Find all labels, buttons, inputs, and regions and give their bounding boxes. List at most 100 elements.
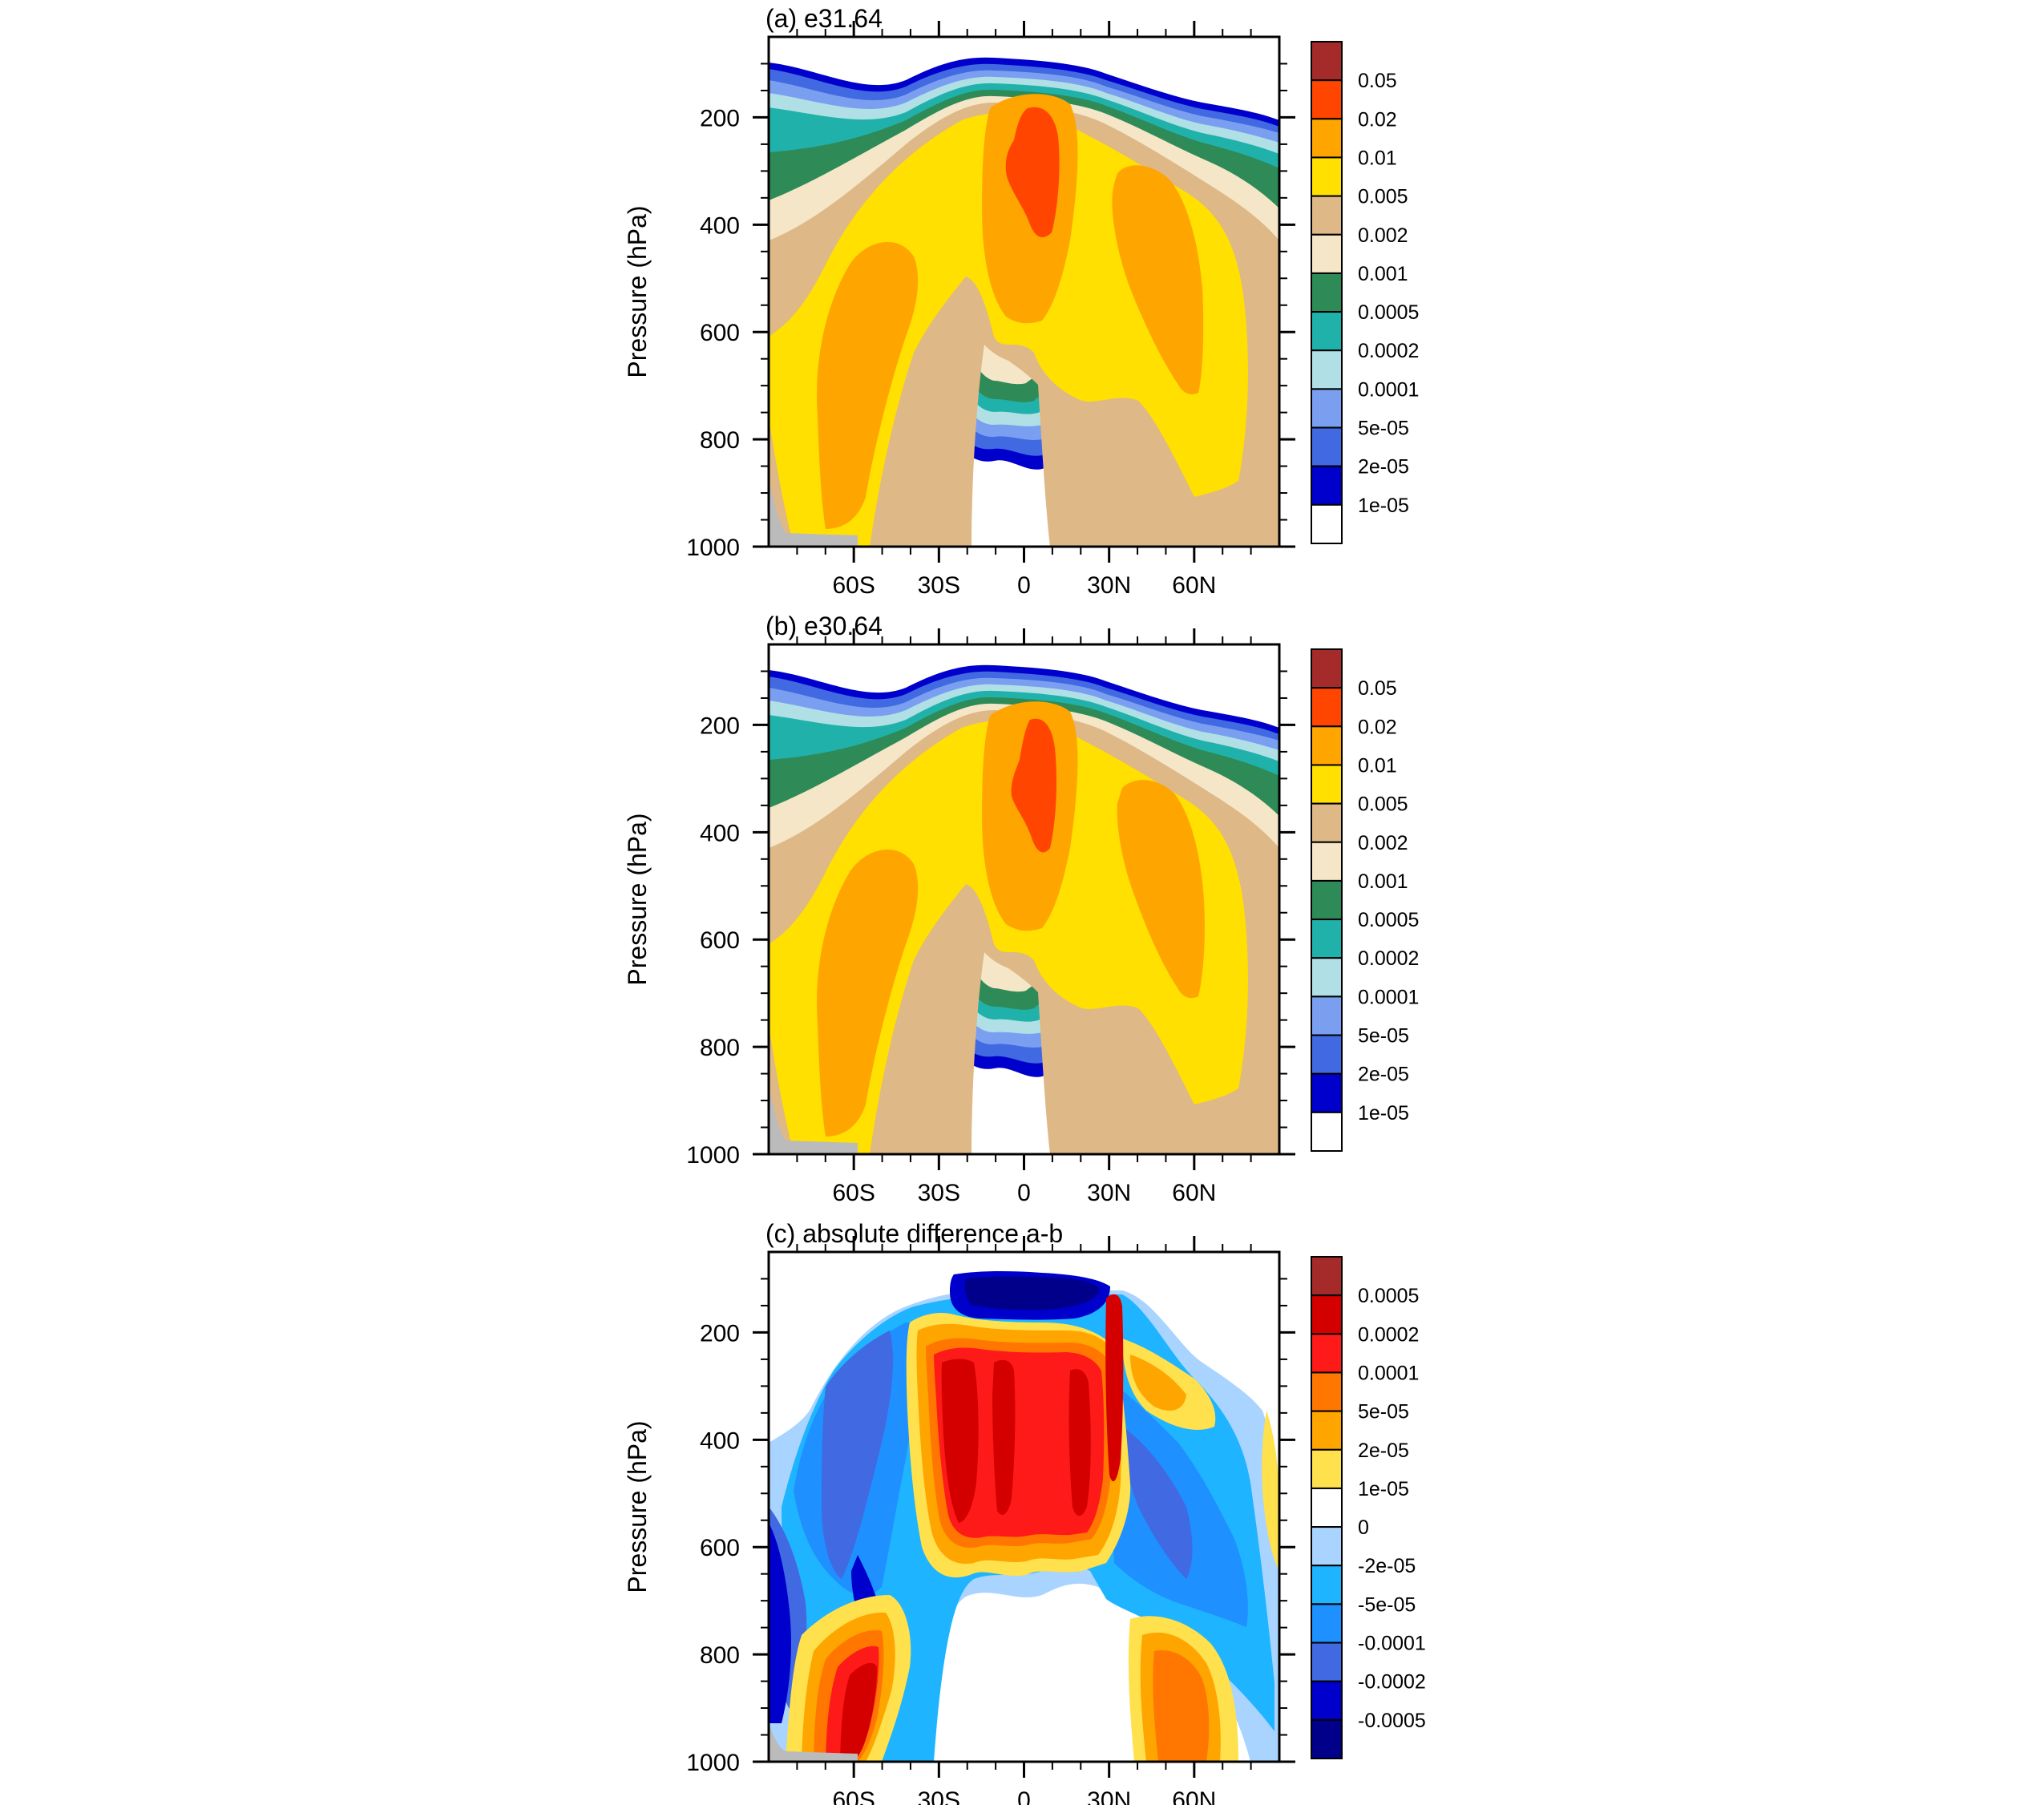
colorbar-swatch [1311, 1256, 1343, 1297]
panel-b-fill-0.01-north [1117, 780, 1205, 999]
colorbar-label: 1e-05 [1358, 1102, 1409, 1125]
y-tick-label: 800 [700, 1642, 740, 1669]
colorbar-label: -0.0005 [1358, 1710, 1426, 1732]
colorbar-label: 0.002 [1358, 832, 1408, 854]
panel-b-xaxis: 60S 30S 0 30N 60N [796, 628, 1252, 1206]
colorbar-swatch [1311, 1565, 1343, 1605]
colorbar-label: 0.02 [1358, 108, 1397, 131]
colorbar-swatch [1311, 349, 1343, 390]
x-tick-label: 30S [918, 1787, 960, 1805]
panel-a-fill-0.01-south [817, 241, 919, 529]
colorbar-swatch [1311, 311, 1343, 352]
colorbar-label: 1e-05 [1358, 1478, 1409, 1500]
colorbar-label: 0.05 [1358, 70, 1397, 92]
panel-b-fill-missing [769, 1088, 858, 1154]
colorbar-swatch [1311, 388, 1343, 429]
x-tick-label: 0 [1017, 1180, 1031, 1206]
panel-a-colorbar: 0.05 0.02 0.01 0.005 0.002 0.001 0.0005 0.0002 0… [1311, 41, 1419, 544]
panel-a-ylabel: Pressure (hPa) [623, 205, 652, 378]
colorbar-label: 5e-05 [1358, 418, 1409, 440]
x-tick-label: 60S [832, 572, 875, 599]
colorbar-swatch [1311, 957, 1343, 998]
colorbar-swatch [1311, 919, 1343, 959]
colorbar-swatch [1311, 118, 1343, 159]
colorbar-label: 0.0005 [1358, 909, 1419, 931]
colorbar-label: 0.01 [1358, 754, 1397, 777]
panel-a-title: (a) e31.64 [765, 4, 883, 33]
colorbar-swatch [1311, 465, 1343, 506]
x-tick-label: 30N [1087, 572, 1131, 599]
panel-b-yaxis: 200 400 600 800 1000 [686, 670, 1295, 1169]
x-tick-label: 60S [832, 1787, 875, 1805]
panel-c-fill-neg-0.0002 [769, 1331, 1193, 1715]
colorbar-label: 0.0005 [1358, 301, 1419, 324]
colorbar-label: -0.0001 [1358, 1633, 1426, 1655]
colorbar-label: 0.001 [1358, 870, 1408, 893]
y-tick-label: 200 [700, 1320, 740, 1347]
colorbar-swatch [1311, 725, 1343, 766]
x-tick-label: 30S [918, 572, 960, 599]
x-tick-label: 60S [832, 1180, 875, 1206]
panel-c-title: (c) absolute difference a-b [765, 1219, 1063, 1248]
colorbar-swatch [1311, 1333, 1343, 1374]
colorbar-swatch [1311, 156, 1343, 197]
colorbar-label: 0.0005 [1358, 1285, 1419, 1307]
colorbar-swatch [1311, 1718, 1343, 1760]
colorbar-swatch [1311, 1294, 1343, 1335]
colorbar-swatch [1311, 1448, 1343, 1489]
x-tick-label: 0 [1017, 572, 1031, 599]
y-tick-label: 800 [700, 427, 740, 454]
y-tick-label: 600 [700, 320, 740, 346]
panel-c-fill-neg-0.0005 [769, 1270, 1110, 1723]
colorbar-swatch [1311, 1034, 1343, 1075]
colorbar-swatch [1311, 79, 1343, 120]
colorbar-label: 0.0002 [1358, 1323, 1419, 1346]
panel-a-xaxis: 60S 30S 0 30N 60N [796, 21, 1252, 599]
colorbar-swatch [1311, 841, 1343, 882]
colorbar-swatch [1311, 687, 1343, 728]
colorbar-label: 0.0001 [1358, 1362, 1419, 1384]
colorbar-label: 1e-05 [1358, 495, 1409, 517]
panel-c-fill-missing [769, 1723, 858, 1762]
colorbar-label: 0.002 [1358, 224, 1408, 247]
colorbar-label: 0 [1358, 1516, 1369, 1539]
colorbar-label: 0.05 [1358, 677, 1397, 700]
y-tick-label: 600 [700, 927, 740, 954]
panel-c-fill-neg-darkest [964, 1276, 1100, 1310]
colorbar-label: 0.01 [1358, 147, 1397, 169]
colorbar-swatch [1311, 1111, 1343, 1153]
colorbar-swatch [1311, 1371, 1343, 1412]
y-tick-label: 200 [700, 105, 740, 131]
x-tick-label: 60N [1172, 572, 1216, 599]
colorbar-swatch [1311, 272, 1343, 313]
x-tick-label: 0 [1017, 1787, 1031, 1805]
panel-c-xaxis: 60S 30S 0 30N 60N [796, 1236, 1252, 1805]
panel-c-fill-pos-0.0002 [826, 1347, 1105, 1762]
colorbar-label: 0.005 [1358, 186, 1408, 208]
x-tick-label: 30S [918, 1180, 960, 1206]
panel-b: (b) e30.64 Pressure (hPa) 2 [623, 612, 1419, 1206]
colorbar-swatch [1311, 995, 1343, 1036]
colorbar-label: 5e-05 [1358, 1025, 1409, 1048]
panel-b-ylabel: Pressure (hPa) [623, 813, 652, 985]
colorbar-swatch [1311, 1526, 1343, 1567]
colorbar-swatch [1311, 764, 1343, 805]
colorbar-label: 5e-05 [1358, 1401, 1409, 1423]
colorbar-swatch [1311, 426, 1343, 467]
colorbar-label: 2e-05 [1358, 1440, 1409, 1462]
panel-c-yaxis: 200 400 600 800 1000 [686, 1278, 1295, 1776]
panel-a: (a) e31.64 Pressure (hPa) 200 400 600 800 10… [623, 4, 1419, 599]
y-tick-label: 1000 [686, 535, 740, 561]
colorbar-label: 0.0001 [1358, 986, 1419, 1008]
colorbar-label: 0.0002 [1358, 340, 1419, 362]
x-tick-label: 60N [1172, 1180, 1216, 1206]
colorbar-label: -2e-05 [1358, 1555, 1416, 1577]
colorbar-swatch [1311, 503, 1343, 544]
panel-c: (c) absolute difference a-b Pressure (hP… [623, 1219, 1426, 1805]
colorbar-label: 0.0002 [1358, 947, 1419, 970]
colorbar-swatch [1311, 1072, 1343, 1113]
x-tick-label: 60N [1172, 1787, 1216, 1805]
colorbar-label: -5e-05 [1358, 1593, 1416, 1616]
panel-b-plot [769, 644, 1279, 1154]
